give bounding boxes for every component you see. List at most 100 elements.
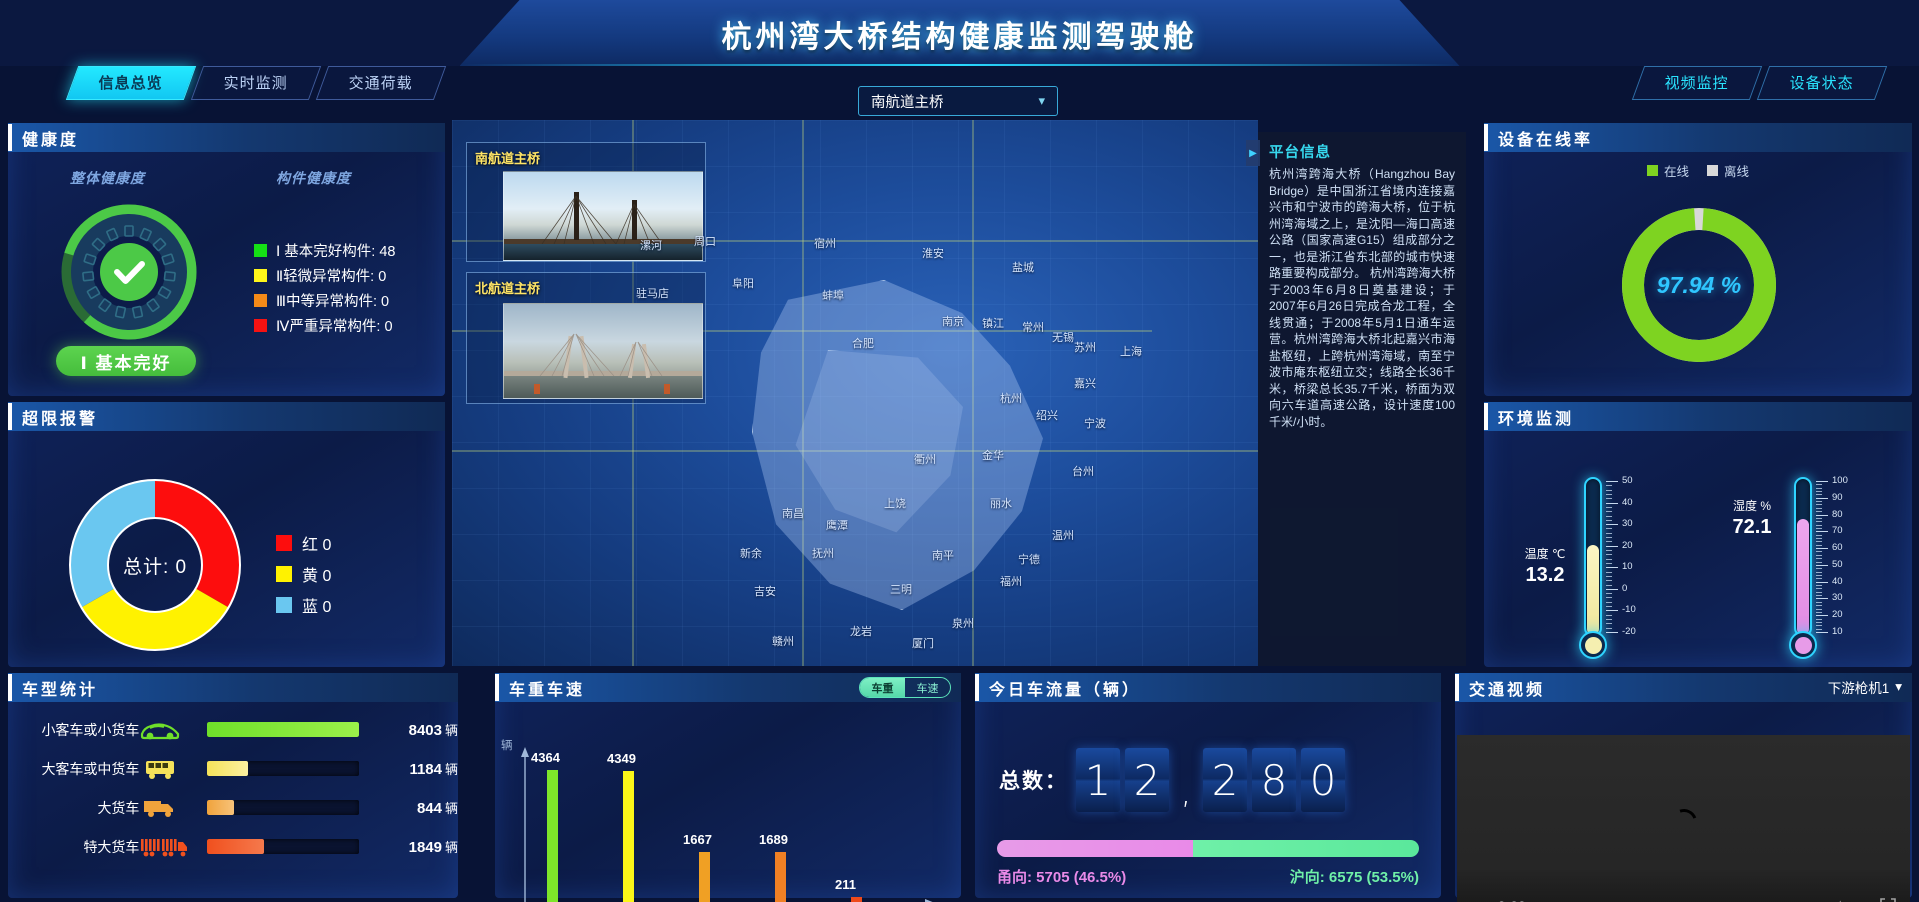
vehicle-type-bar-track	[206, 800, 359, 815]
vehicle-type-bar-fill	[206, 839, 265, 854]
legend-swatch-level4	[254, 319, 267, 332]
legend-label-level2: Ⅱ轻微异常构件: 0	[276, 269, 387, 285]
map-city-label: 苏州	[1074, 342, 1096, 354]
toggle-option-weight[interactable]: 车重	[860, 678, 905, 697]
info-panel-collapse-toggle[interactable]: ▶	[1246, 140, 1260, 166]
map-city-label: 泉州	[952, 618, 974, 630]
scale-label: 10	[1622, 561, 1633, 573]
weight-bar[interactable]	[699, 852, 710, 902]
weight-bar[interactable]	[623, 770, 634, 902]
scale-minor-tick	[1816, 491, 1822, 493]
vehicle-type-count: 8403	[408, 722, 442, 739]
tab-traffic-load[interactable]: 交通荷载	[315, 66, 447, 100]
weight-bar[interactable]	[851, 896, 862, 902]
weight-bar[interactable]	[547, 770, 558, 902]
legend-label-offline: 离线	[1724, 165, 1750, 179]
map-city-label: 丽水	[990, 498, 1012, 510]
scale-minor-tick	[1606, 593, 1612, 595]
scale-label: 30	[1832, 592, 1843, 604]
flow-direction-bar	[997, 840, 1419, 857]
bridge-thumbnail-south[interactable]: 南航道主桥	[466, 142, 706, 262]
flow-bar-yong	[997, 840, 1194, 857]
online-panel-title: 设备在线率	[1498, 131, 1594, 149]
tab-device-status[interactable]: 设备状态	[1756, 66, 1888, 100]
scale-tick	[1606, 610, 1618, 612]
scale-minor-tick	[1606, 489, 1612, 491]
health-panel-header: 健康度	[8, 123, 445, 152]
weight-chart-axes	[521, 747, 933, 902]
weight-speed-toggle[interactable]: 车重 车速	[859, 677, 951, 698]
online-legend-item-offline[interactable]: 离线	[1707, 161, 1749, 180]
video-panel-title: 交通视频	[1469, 681, 1546, 699]
alarm-legend-item: 红 0	[276, 527, 331, 558]
scale-label: 70	[1832, 525, 1843, 537]
scale-minor-tick	[1816, 544, 1822, 546]
camera-selector-dropdown[interactable]: 下游枪机1 ▾	[1828, 677, 1902, 697]
bridge-thumbnail-north[interactable]: 北航道主桥	[466, 272, 706, 404]
temperature-readout: 温度 ℃ 13.2	[1510, 545, 1580, 587]
bridge-photo-south	[503, 171, 703, 261]
scale-tick	[1816, 598, 1828, 600]
alarm-legend-item: 蓝 0	[276, 589, 331, 620]
scale-label: 40	[1832, 575, 1843, 587]
scale-minor-tick	[1816, 605, 1822, 607]
vehicle-type-value: 844 辆	[371, 798, 458, 817]
vehicle-type-value: 1849 辆	[371, 837, 458, 856]
toggle-option-speed[interactable]: 车速	[916, 682, 939, 695]
scale-label: 30	[1622, 518, 1633, 530]
tab-info-overview[interactable]: 信息总览	[65, 66, 197, 100]
scale-label: 60	[1832, 542, 1843, 554]
scale-minor-tick	[1606, 498, 1612, 500]
scale-tick	[1816, 481, 1828, 482]
scale-minor-tick	[1816, 588, 1822, 590]
alarm-legend-item: 黄 0	[276, 558, 331, 589]
map-road	[452, 240, 1258, 242]
map-road	[452, 450, 1258, 452]
temperature-fill	[1587, 545, 1599, 635]
video-player[interactable]: ▶ 0:00 网络	[1457, 735, 1910, 902]
scale-minor-tick	[1816, 618, 1822, 620]
vehicle-type-panel-title: 车型统计	[22, 681, 99, 699]
component-legend-item: Ⅰ 基本完好构件: 48	[254, 238, 396, 263]
scale-tick	[1606, 481, 1618, 482]
map-city-label: 常州	[1022, 322, 1044, 334]
map-city-label: 龙岩	[850, 626, 872, 638]
map-city-label: 福州	[1000, 576, 1022, 588]
scale-minor-tick	[1816, 578, 1822, 580]
online-legend-item-online[interactable]: 在线	[1646, 161, 1689, 180]
scale-minor-tick	[1816, 554, 1822, 556]
map-city-label: 合肥	[852, 338, 874, 350]
scale-minor-tick	[1816, 494, 1822, 496]
scale-label: 50	[1622, 475, 1633, 486]
scale-tick	[1606, 632, 1618, 633]
humidity-bulb-fill	[1794, 636, 1812, 654]
heavy-truck-icon	[139, 836, 194, 858]
legend-swatch-level1	[254, 244, 267, 257]
weight-bar-value: 4364	[531, 750, 560, 766]
legend-label-yellow: 黄 0	[302, 567, 332, 585]
fullscreen-icon[interactable]	[1880, 898, 1896, 902]
tab-realtime-monitor[interactable]: 实时监测	[190, 66, 322, 100]
overall-health-caption: 整体健康度	[70, 170, 145, 186]
bridge-location-map[interactable]: 桥 南航道主桥 北航道主桥	[452, 120, 1258, 666]
car-icon	[139, 720, 194, 740]
weight-bar[interactable]	[775, 851, 786, 902]
scale-minor-tick	[1816, 484, 1822, 486]
scale-minor-tick	[1606, 571, 1612, 573]
scale-label: 10	[1832, 626, 1843, 637]
scale-tick	[1816, 632, 1828, 633]
play-icon[interactable]: ▶	[1471, 898, 1482, 902]
scale-label: 90	[1832, 491, 1843, 503]
scale-minor-tick	[1816, 611, 1822, 613]
scale-label: 0	[1622, 582, 1628, 594]
map-city-label: 温州	[1052, 530, 1074, 542]
bridge-selector-dropdown[interactable]: 南航道主桥 ▾	[858, 86, 1058, 116]
vehicle-type-unit: 辆	[444, 762, 458, 777]
mute-icon[interactable]	[1832, 898, 1852, 902]
scale-minor-tick	[1816, 504, 1822, 506]
tab-video-surveillance[interactable]: 视频监控	[1631, 66, 1763, 100]
humidity-fill	[1797, 519, 1809, 635]
